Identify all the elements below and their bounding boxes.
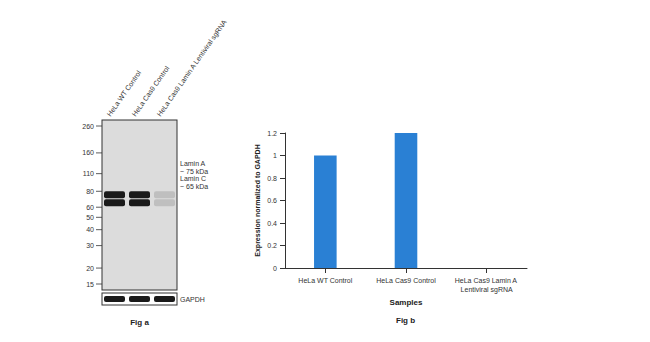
- svg-text:Fig a: Fig a: [130, 318, 149, 327]
- svg-text:GAPDH: GAPDH: [180, 296, 205, 303]
- svg-text:15: 15: [86, 281, 94, 288]
- svg-text:40: 40: [86, 226, 94, 233]
- svg-text:HeLa Cas9 Lamin A: HeLa Cas9 Lamin A: [455, 277, 519, 284]
- svg-text:Fig b: Fig b: [396, 316, 415, 325]
- svg-text:160: 160: [82, 149, 94, 156]
- svg-text:0.8: 0.8: [267, 175, 277, 182]
- svg-text:HeLa WT Control: HeLa WT Control: [298, 277, 352, 284]
- svg-text:0.2: 0.2: [267, 242, 277, 249]
- svg-text:20: 20: [86, 265, 94, 272]
- svg-text:0.4: 0.4: [267, 220, 277, 227]
- svg-text:1: 1: [273, 152, 277, 159]
- svg-text:Lentiviral sgRNA: Lentiviral sgRNA: [461, 286, 513, 294]
- svg-text:Lamin A: Lamin A: [180, 160, 206, 167]
- svg-text:Samples: Samples: [390, 298, 423, 307]
- svg-text:80: 80: [86, 188, 94, 195]
- svg-text:~ 75 kDa: ~ 75 kDa: [180, 168, 208, 175]
- svg-text:Expression normalized to GAPDH: Expression normalized to GAPDH: [254, 144, 262, 256]
- svg-text:HeLa WT Control: HeLa WT Control: [106, 69, 143, 118]
- svg-text:HeLa Cas9 Control: HeLa Cas9 Control: [376, 277, 436, 284]
- svg-text:HeLa Cas9 Control: HeLa Cas9 Control: [131, 64, 171, 117]
- svg-text:1.2: 1.2: [267, 130, 277, 137]
- svg-text:60: 60: [86, 204, 94, 211]
- svg-text:0.6: 0.6: [267, 197, 277, 204]
- svg-text:50: 50: [86, 214, 94, 221]
- svg-text:~ 65 kDa: ~ 65 kDa: [180, 183, 208, 190]
- svg-text:260: 260: [82, 123, 94, 130]
- svg-text:HeLa Cas9 Lamin A Lentiviral s: HeLa Cas9 Lamin A Lentiviral sgRNA: [156, 18, 229, 118]
- svg-text:Lamin C: Lamin C: [180, 175, 206, 182]
- svg-text:30: 30: [86, 242, 94, 249]
- svg-text:110: 110: [83, 170, 94, 177]
- svg-text:0: 0: [273, 265, 277, 272]
